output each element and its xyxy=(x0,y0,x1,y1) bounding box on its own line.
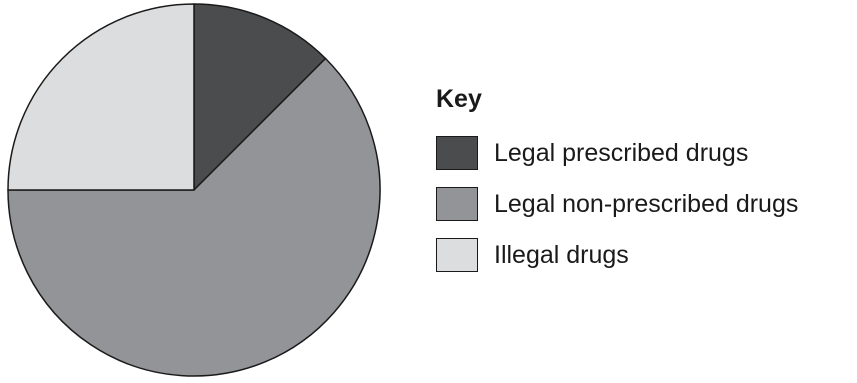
legend-swatch-illegal-drugs xyxy=(436,238,478,272)
legend-title: Key xyxy=(436,85,482,113)
legend-label-legal-non-prescribed-drugs: Legal non-prescribed drugs xyxy=(494,189,799,218)
legend-item-legal-prescribed-drugs: Legal prescribed drugs xyxy=(436,135,748,171)
legend-label-illegal-drugs: Illegal drugs xyxy=(494,240,629,269)
pie-slice-legal-prescribed-drugs xyxy=(193,3,327,191)
pie-slice-legal-non-prescribed-drugs xyxy=(7,57,381,377)
legend-item-legal-non-prescribed-drugs: Legal non-prescribed drugs xyxy=(436,186,798,222)
legend-item-illegal-drugs: Illegal drugs xyxy=(436,237,629,273)
legend-label-legal-prescribed-drugs: Legal prescribed drugs xyxy=(494,138,749,167)
legend-swatch-legal-prescribed-drugs xyxy=(436,136,478,170)
legend-swatch-legal-non-prescribed-drugs xyxy=(436,187,478,221)
pie-slices xyxy=(7,3,381,377)
pie-slice-illegal-drugs xyxy=(7,3,195,191)
